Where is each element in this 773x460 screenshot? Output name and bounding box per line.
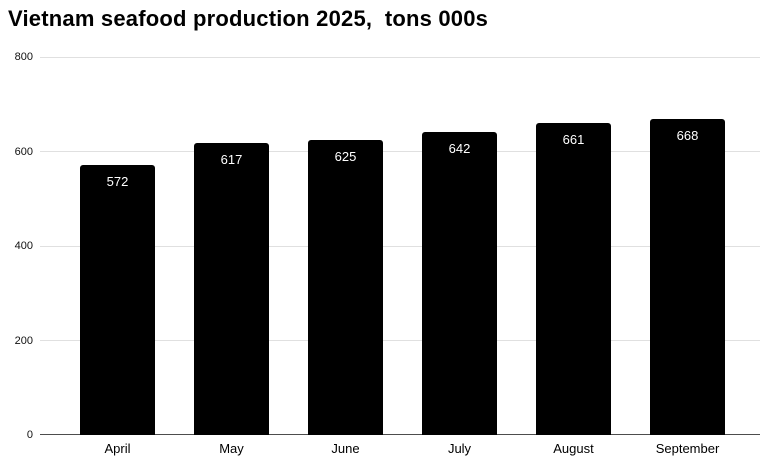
- bar-value-label-august: 661: [562, 131, 585, 147]
- bar-july: 642: [422, 131, 497, 435]
- bar-april: 572: [80, 164, 155, 435]
- gridline-200: [40, 340, 760, 341]
- y-tick-label-400: 400: [14, 240, 33, 252]
- x-tick-label-september: September: [655, 441, 720, 456]
- x-tick-label-april: April: [104, 441, 131, 456]
- x-axis: April May June July August September: [40, 441, 760, 459]
- bar-value-label-july: 642: [448, 140, 471, 156]
- y-tick-label-0: 0: [26, 429, 33, 441]
- bar-may: 617: [194, 143, 269, 435]
- bar-value-label-april: 572: [106, 173, 129, 189]
- x-tick-label-july: July: [447, 441, 472, 456]
- bar-june: 625: [308, 139, 383, 435]
- x-axis-line: [40, 433, 760, 435]
- bar-value-label-september: 668: [676, 128, 699, 144]
- chart-title: Vietnam seafood production 2025, tons 00…: [8, 6, 489, 31]
- bar-value-label-may: 617: [220, 152, 243, 168]
- bar-september: 668: [650, 119, 725, 435]
- bar-value-label-june: 625: [334, 148, 357, 164]
- gridline-400: [40, 245, 760, 247]
- bar-august: 661: [536, 122, 611, 435]
- y-axis: 0 200 400 600 800: [0, 51, 33, 441]
- y-tick-label-600: 600: [14, 145, 33, 158]
- gridline-800: [40, 56, 760, 58]
- x-tick-label-august: August: [553, 441, 594, 456]
- plot-area: 572 617 625 642 661 668: [40, 56, 760, 435]
- x-tick-label-may: May: [219, 441, 244, 456]
- gridline-600: [40, 151, 760, 152]
- y-tick-label-200: 200: [14, 334, 33, 347]
- x-tick-label-june: June: [331, 441, 360, 456]
- y-tick-label-800: 800: [14, 51, 33, 63]
